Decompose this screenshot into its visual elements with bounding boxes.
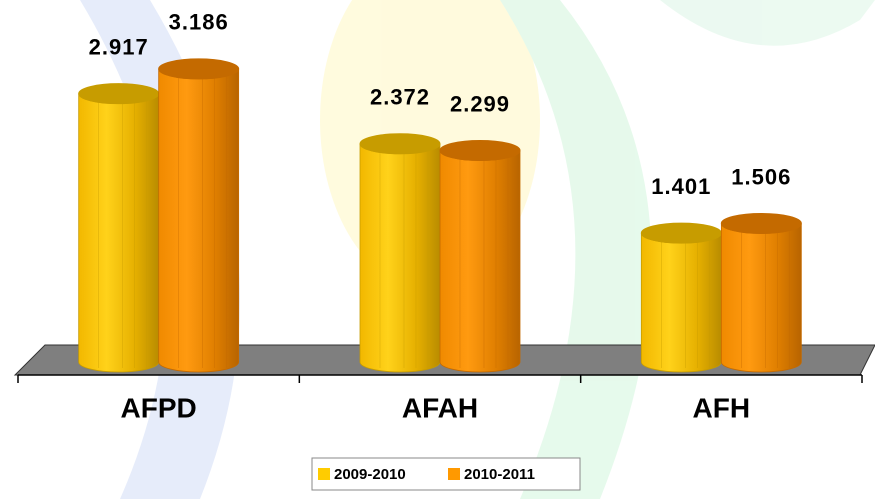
plot — [78, 58, 802, 373]
value-label: 1.506 — [731, 164, 791, 189]
value-label: 2.299 — [450, 91, 510, 116]
bar-top — [439, 139, 521, 161]
legend-swatch — [448, 468, 460, 480]
bar-top — [78, 83, 160, 105]
legend — [311, 457, 581, 491]
x-tick-label: AFPD — [121, 392, 197, 423]
legend-swatch — [318, 468, 330, 480]
x-tick-label: AFH — [693, 392, 751, 423]
value-label: 3.186 — [169, 10, 229, 35]
value-label: 2.372 — [370, 85, 430, 110]
legend-label: 2010-2011 — [464, 466, 535, 483]
value-label: 2.917 — [89, 34, 149, 59]
bar-top — [359, 133, 441, 155]
x-tick-label: AFAH — [402, 392, 478, 423]
bar-top — [720, 212, 802, 234]
bar-top — [158, 58, 240, 80]
bar-top — [640, 222, 722, 244]
legend-label: 2009-2010 — [334, 466, 406, 483]
value-label: 1.401 — [651, 174, 711, 199]
